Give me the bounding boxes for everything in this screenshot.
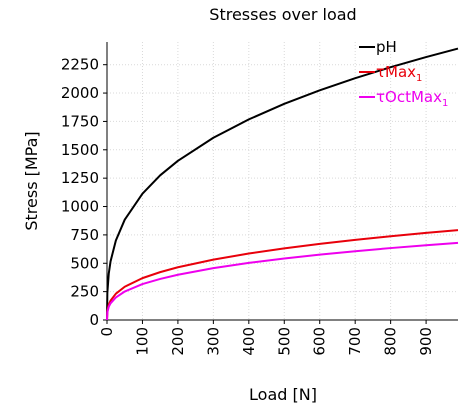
y-tick-label: 1250 — [61, 169, 99, 187]
grid — [107, 42, 458, 320]
series-line-2 — [106, 241, 459, 321]
x-tick-label: 400 — [240, 327, 258, 356]
y-tick-label: 0 — [89, 311, 99, 329]
y-tick-label: 1750 — [61, 112, 99, 130]
series-lines — [106, 47, 459, 321]
legend-label: pH — [376, 38, 397, 56]
x-tick-label: 600 — [311, 327, 329, 356]
y-tick-label: 2000 — [61, 84, 99, 102]
chart-title: Stresses over load — [209, 5, 356, 24]
x-tick-label: 900 — [417, 327, 435, 356]
y-axis-label: Stress [MPa] — [22, 131, 41, 230]
legend-entry: τMax1 — [359, 63, 422, 84]
series-line-0 — [106, 47, 459, 321]
axes — [106, 42, 458, 321]
x-tick-label: 700 — [346, 327, 364, 356]
y-axis-ticks: 0 250 500 750 1000 1250 1500 1750 2000 2250 — [61, 56, 107, 329]
x-tick-label: 200 — [169, 327, 187, 356]
legend: pH τMax1 τOctMax1 — [359, 38, 448, 109]
x-tick-label: 0 — [98, 327, 116, 337]
y-tick-label: 750 — [70, 226, 99, 244]
y-tick-label: 2250 — [61, 56, 99, 74]
x-tick-label: 100 — [133, 327, 151, 356]
x-tick-label: 500 — [275, 327, 293, 356]
legend-label: τMax1 — [376, 63, 422, 84]
x-tick-label: 800 — [382, 327, 400, 356]
x-axis-ticks: 0 100 200 300 400 500 600 700 800 900 — [98, 320, 435, 356]
legend-entry: pH — [359, 38, 397, 56]
y-tick-label: 1500 — [61, 141, 99, 159]
x-tick-label: 300 — [204, 327, 222, 356]
x-axis-label: Load [N] — [249, 385, 317, 404]
legend-entry: τOctMax1 — [359, 88, 448, 109]
y-tick-label: 500 — [70, 254, 99, 272]
series-line-1 — [106, 229, 459, 321]
y-tick-label: 1000 — [61, 198, 99, 216]
y-tick-label: 250 — [70, 283, 99, 301]
legend-label: τOctMax1 — [376, 88, 448, 109]
